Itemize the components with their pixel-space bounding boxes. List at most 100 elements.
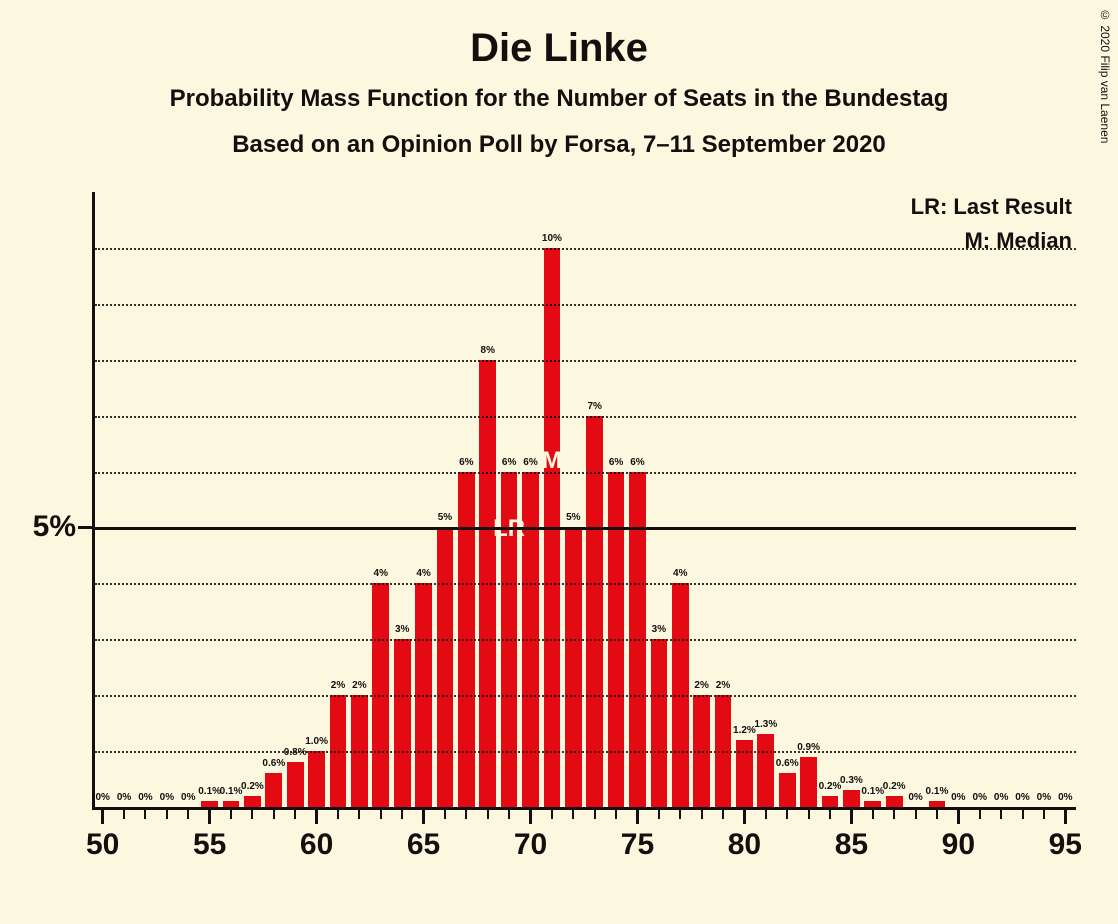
bar xyxy=(586,416,603,807)
x-tick xyxy=(401,810,403,819)
bar xyxy=(437,527,454,807)
bar xyxy=(244,796,261,807)
x-axis-label: 95 xyxy=(1049,828,1082,862)
bar-value-label: 6% xyxy=(459,457,473,468)
x-tick xyxy=(187,810,189,819)
x-tick xyxy=(572,810,574,819)
x-tick xyxy=(615,810,617,819)
bar xyxy=(287,762,304,807)
bar-value-label: 3% xyxy=(395,624,409,635)
bar-value-label: 0.2% xyxy=(883,781,906,792)
y-tick xyxy=(78,526,92,529)
gridline xyxy=(95,360,1076,362)
bar xyxy=(223,801,240,807)
y-axis-label: 5% xyxy=(33,510,76,544)
bar xyxy=(800,757,817,807)
bar xyxy=(822,796,839,807)
x-axis-label: 80 xyxy=(728,828,761,862)
x-tick xyxy=(957,810,960,824)
bar-value-label: 0% xyxy=(1037,792,1051,803)
x-tick xyxy=(208,810,211,824)
bar-value-label: 1.2% xyxy=(733,725,756,736)
bars-container: 0%0%0%0%0%0.1%0.1%0.2%0.6%0.8%1.0%2%2%4%… xyxy=(92,192,1076,807)
bar xyxy=(265,773,282,807)
x-tick xyxy=(722,810,724,819)
x-tick xyxy=(658,810,660,819)
bar xyxy=(565,527,582,807)
bar-value-label: 6% xyxy=(630,457,644,468)
bar-value-label: 6% xyxy=(609,457,623,468)
x-tick xyxy=(1064,810,1067,824)
bar-value-label: 0% xyxy=(160,792,174,803)
bar-value-label: 4% xyxy=(374,568,388,579)
x-tick xyxy=(230,810,232,819)
bar-value-label: 7% xyxy=(587,401,601,412)
bar-value-label: 0.6% xyxy=(262,758,285,769)
bar xyxy=(394,639,411,807)
gridline xyxy=(95,472,1076,474)
bar-value-label: 2% xyxy=(694,680,708,691)
bar-value-label: 5% xyxy=(438,512,452,523)
chart-title: Die Linke xyxy=(0,0,1118,71)
bar-value-label: 0.1% xyxy=(861,786,884,797)
gridline xyxy=(95,639,1076,641)
bar xyxy=(736,740,753,807)
x-tick xyxy=(380,810,382,819)
x-tick xyxy=(915,810,917,819)
gridline xyxy=(95,416,1076,418)
bar-value-label: 5% xyxy=(566,512,580,523)
x-tick xyxy=(273,810,275,819)
x-tick xyxy=(422,810,425,824)
x-tick xyxy=(765,810,767,819)
x-axis-label: 85 xyxy=(835,828,868,862)
x-tick xyxy=(487,810,489,819)
bar-value-label: 0.6% xyxy=(776,758,799,769)
bar-value-label: 10% xyxy=(542,233,562,244)
x-tick xyxy=(872,810,874,819)
bar-value-label: 0% xyxy=(95,792,109,803)
bar-value-label: 0.1% xyxy=(220,786,243,797)
bar-value-label: 0% xyxy=(994,792,1008,803)
bar-value-label: 0.3% xyxy=(840,775,863,786)
x-tick xyxy=(529,810,532,824)
bar-value-label: 2% xyxy=(352,680,366,691)
x-tick xyxy=(1022,810,1024,819)
plot-area: 0%0%0%0%0%0.1%0.1%0.2%0.6%0.8%1.0%2%2%4%… xyxy=(92,192,1076,810)
x-tick xyxy=(1043,810,1045,819)
x-tick xyxy=(166,810,168,819)
bar xyxy=(886,796,903,807)
gridline xyxy=(95,751,1076,753)
x-axis-label: 55 xyxy=(193,828,226,862)
x-axis-label: 50 xyxy=(86,828,119,862)
x-tick xyxy=(979,810,981,819)
x-tick xyxy=(444,810,446,819)
bar-value-label: 4% xyxy=(416,568,430,579)
x-tick xyxy=(743,810,746,824)
x-tick xyxy=(1000,810,1002,819)
bar-value-label: 2% xyxy=(716,680,730,691)
x-tick xyxy=(701,810,703,819)
bar-value-label: 0% xyxy=(1058,792,1072,803)
bar xyxy=(201,801,218,807)
bar-value-label: 3% xyxy=(652,624,666,635)
bar-value-label: 6% xyxy=(502,457,516,468)
x-tick xyxy=(251,810,253,819)
x-tick xyxy=(315,810,318,824)
bar xyxy=(308,751,325,807)
gridline xyxy=(95,527,1076,530)
bar-value-label: 0.1% xyxy=(198,786,221,797)
bar xyxy=(779,773,796,807)
bar-value-label: 8% xyxy=(481,345,495,356)
x-axis-label: 60 xyxy=(300,828,333,862)
x-tick xyxy=(123,810,125,819)
bar-value-label: 0% xyxy=(181,792,195,803)
bar-value-label: 6% xyxy=(523,457,537,468)
bar xyxy=(843,790,860,807)
x-axis-label: 70 xyxy=(514,828,547,862)
bar-value-label: 0% xyxy=(973,792,987,803)
bar-value-label: 0% xyxy=(951,792,965,803)
x-axis-label: 65 xyxy=(407,828,440,862)
x-tick xyxy=(786,810,788,819)
x-tick xyxy=(636,810,639,824)
bar xyxy=(864,801,881,807)
